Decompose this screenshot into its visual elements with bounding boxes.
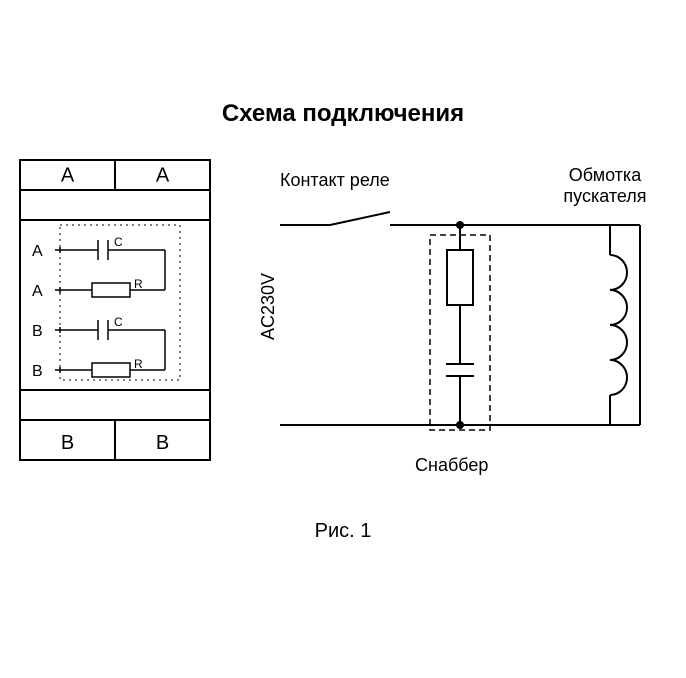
diagram-canvas: Схема подключения AABBAABBCRCR Контакт р…: [0, 0, 686, 678]
svg-text:B: B: [156, 432, 169, 454]
schematic-svg: A A B B A A B B C R C R: [0, 0, 686, 678]
snubber-label: Снаббер: [415, 455, 488, 476]
svg-text:A: A: [156, 165, 170, 187]
svg-text:B: B: [32, 363, 43, 380]
svg-text:B: B: [61, 432, 74, 454]
voltage-label: AC230V: [258, 273, 279, 340]
relay-contact-label: Контакт реле: [280, 170, 390, 191]
svg-text:C: C: [114, 235, 123, 249]
svg-text:B: B: [32, 323, 43, 340]
svg-text:R: R: [134, 277, 143, 291]
svg-text:A: A: [61, 165, 75, 187]
coil-label: Обмотка пускателя: [540, 165, 670, 207]
svg-text:A: A: [32, 283, 43, 300]
svg-text:A: A: [32, 243, 43, 260]
figure-caption: Рис. 1: [0, 520, 686, 543]
svg-text:C: C: [114, 315, 123, 329]
svg-text:R: R: [134, 357, 143, 371]
